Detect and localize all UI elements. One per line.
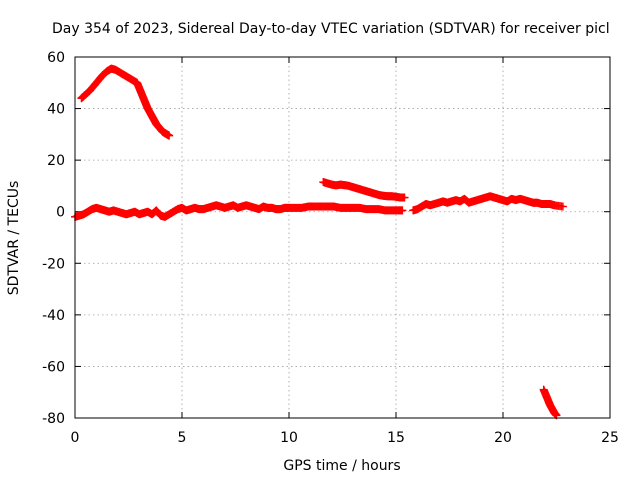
data-point [400,193,409,202]
y-tick-label: -60 [42,359,65,375]
x-tick-label: 10 [280,430,298,446]
y-tick-label: 20 [47,153,65,169]
series-near-zero-late [409,192,567,215]
y-tick-label: 0 [56,205,65,221]
plot-frame [74,56,611,419]
x-tick-labels: 0 5 10 15 20 25 [71,430,619,446]
series-arc-late-drop [539,385,561,420]
y-tick-label: 60 [47,50,65,66]
y-tick-label: -20 [42,256,65,272]
ticks-layer [74,56,611,419]
series-arc-mid-decline [319,178,409,202]
x-axis-title: GPS time / hours [283,458,400,474]
series-near-zero-main [71,201,407,221]
series-arc-high-early [77,64,174,140]
x-tick-label: 15 [387,430,405,446]
data-point [398,206,407,215]
data-point [165,131,174,140]
x-tick-label: 25 [601,430,619,446]
x-tick-label: 20 [494,430,512,446]
chart-title: Day 354 of 2023, Sidereal Day-to-day VTE… [52,21,610,37]
y-tick-label: -80 [42,411,65,427]
data-point [558,202,567,211]
y-tick-labels: -80 -60 -40 -20 0 20 40 60 [42,50,65,427]
x-tick-label: 5 [178,430,187,446]
y-axis-title: SDTVAR / TECUs [6,181,22,296]
y-tick-label: 40 [47,102,65,118]
grid-layer [75,57,610,418]
x-tick-label: 0 [71,430,80,446]
y-tick-label: -40 [42,308,65,324]
data-marks [71,64,567,420]
